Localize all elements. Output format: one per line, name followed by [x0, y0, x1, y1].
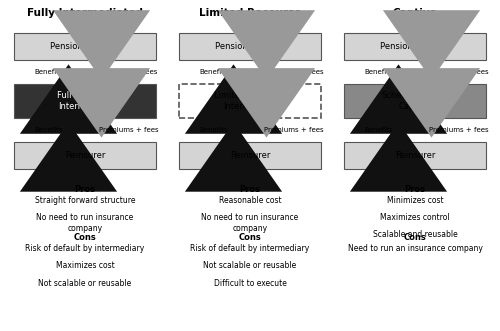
Text: Cons: Cons: [238, 233, 262, 242]
Text: Pension Scheme: Pension Scheme: [380, 42, 450, 51]
Text: Need to run an insurance company: Need to run an insurance company: [348, 244, 482, 253]
Bar: [14, 142, 156, 169]
Bar: [344, 33, 486, 60]
Text: Scheme-Owned
Captive: Scheme-Owned Captive: [382, 91, 448, 111]
Text: Benefits: Benefits: [34, 69, 63, 75]
Text: Premiums+ fees: Premiums+ fees: [100, 69, 157, 75]
Text: Limited Recourse
Intermediary: Limited Recourse Intermediary: [214, 91, 286, 111]
Text: Risk of default by intermediary: Risk of default by intermediary: [26, 244, 144, 253]
Text: Benefits: Benefits: [199, 69, 228, 75]
Text: Premiums + fees: Premiums + fees: [264, 127, 324, 133]
Text: Not scalable or reusable: Not scalable or reusable: [204, 261, 296, 270]
Text: Reinsurer: Reinsurer: [395, 151, 435, 160]
Bar: [344, 84, 486, 118]
Bar: [14, 33, 156, 60]
Text: Pros: Pros: [74, 185, 96, 194]
Text: Benefits: Benefits: [34, 127, 63, 133]
Bar: [344, 142, 486, 169]
Text: Captive: Captive: [392, 8, 438, 18]
Text: Scalable and reusable: Scalable and reusable: [372, 230, 458, 239]
Text: Risk of default by intermediary: Risk of default by intermediary: [190, 244, 310, 253]
Text: Premiums + fees: Premiums + fees: [428, 69, 488, 75]
Text: Pros: Pros: [240, 185, 260, 194]
Text: Difficult to execute: Difficult to execute: [214, 279, 286, 288]
Text: No need to run insurance
company: No need to run insurance company: [36, 213, 134, 233]
Text: Not scalable or reusable: Not scalable or reusable: [38, 279, 132, 288]
Text: Premiums + fees: Premiums + fees: [98, 127, 158, 133]
Text: Reasonable cost: Reasonable cost: [218, 196, 282, 205]
Text: Straight forward structure: Straight forward structure: [35, 196, 135, 205]
Text: Benefits: Benefits: [364, 127, 393, 133]
Text: Benefits: Benefits: [199, 127, 228, 133]
Bar: [179, 84, 322, 118]
Text: Reinsurer: Reinsurer: [230, 151, 270, 160]
Bar: [179, 33, 322, 60]
Text: Cons: Cons: [74, 233, 96, 242]
Text: Maximizes cost: Maximizes cost: [56, 261, 114, 270]
Text: Maximizes control: Maximizes control: [380, 213, 450, 222]
Text: Limited Recourse: Limited Recourse: [199, 8, 301, 18]
Text: Premiums + fees: Premiums + fees: [428, 127, 488, 133]
Text: Pros: Pros: [404, 185, 425, 194]
Text: Fully Intermediated: Fully Intermediated: [27, 8, 143, 18]
Text: Pension Scheme: Pension Scheme: [216, 42, 284, 51]
Text: Pension Scheme: Pension Scheme: [50, 42, 119, 51]
Text: Minimizes cost: Minimizes cost: [386, 196, 444, 205]
Text: Premiums + fees: Premiums + fees: [264, 69, 324, 75]
Bar: [179, 142, 322, 169]
Text: No need to run insurance
company: No need to run insurance company: [202, 213, 298, 233]
Text: Benefits: Benefits: [364, 69, 393, 75]
Bar: [14, 84, 156, 118]
Text: Full Recourse
Intermediary: Full Recourse Intermediary: [57, 91, 113, 111]
Text: Cons: Cons: [404, 233, 426, 242]
Text: Reinsurer: Reinsurer: [65, 151, 105, 160]
